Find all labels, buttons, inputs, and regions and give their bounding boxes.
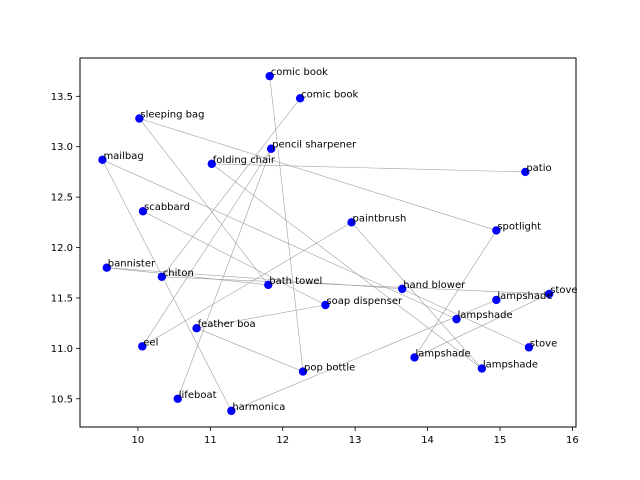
data-point: [102, 263, 111, 272]
data-point: [138, 342, 147, 351]
edge-line: [402, 288, 530, 348]
edge-line: [269, 76, 304, 372]
point-label: soap dispenser: [326, 296, 403, 307]
point-label: lampshade: [483, 360, 538, 371]
data-point: [227, 406, 236, 416]
data-point: [545, 289, 554, 299]
y-tick-label: 10.5: [51, 394, 73, 405]
x-tick-label: 12: [276, 435, 289, 446]
data-point: [207, 159, 216, 169]
point-label: comic book: [271, 67, 328, 78]
point-label: comic book: [301, 89, 358, 100]
edge-line: [161, 276, 550, 295]
y-tick-label: 12.5: [51, 193, 73, 204]
data-point: [398, 284, 407, 294]
data-point: [492, 295, 501, 305]
point-label: spotlight: [497, 221, 541, 232]
data-point: [521, 167, 530, 177]
edge-line: [414, 293, 550, 358]
point-label: lampshade: [416, 348, 471, 359]
data-point: [492, 226, 501, 235]
point-label: eel: [143, 337, 158, 348]
x-tick-label: 10: [132, 435, 145, 446]
data-point: [477, 364, 487, 373]
edge-line: [211, 163, 483, 369]
point-label: bath towel: [269, 276, 322, 287]
x-tick-label: 16: [566, 435, 579, 446]
edge-line: [414, 230, 497, 358]
connection-lines: [102, 76, 550, 412]
point-labels: comic book comic book sleeping bag pencil s…: [103, 67, 577, 413]
edge-line: [139, 118, 269, 286]
data-point: [138, 207, 148, 216]
point-label: sleeping bag: [140, 109, 204, 120]
x-axis: 10 11 12 13 14 15 16: [132, 427, 579, 446]
data-point: [157, 272, 167, 281]
edge-line: [142, 148, 272, 347]
x-tick-label: 15: [494, 435, 507, 446]
y-tick-label: 11.0: [51, 344, 73, 355]
data-point: [410, 353, 419, 362]
point-label: folding chair: [213, 155, 276, 166]
edge-line: [142, 210, 326, 306]
data-point: [298, 367, 308, 376]
point-label: lampshade: [497, 291, 552, 302]
data-point: [347, 218, 356, 227]
point-label: patio: [526, 163, 551, 174]
point-label: hand blower: [403, 280, 466, 291]
point-label: harmonica: [232, 402, 285, 413]
edge-line: [139, 118, 497, 231]
edge-line: [351, 222, 483, 369]
edge-line: [161, 98, 301, 277]
edge-line: [102, 159, 457, 320]
data-points: [98, 71, 554, 416]
point-label: stove: [550, 285, 577, 296]
edge-line: [142, 222, 352, 347]
edge-line: [196, 304, 326, 329]
point-label: stove: [530, 338, 557, 349]
edge-line: [231, 299, 497, 412]
edge-line: [106, 267, 269, 286]
data-point: [173, 394, 182, 403]
data-point: [266, 144, 276, 153]
data-point: [192, 323, 201, 333]
y-axis: 10.5 11.0 11.5 12.0 12.5 13.0 13.5: [51, 92, 80, 405]
point-label: scabbard: [144, 202, 190, 213]
edge-line: [196, 327, 304, 372]
data-point: [321, 300, 330, 310]
point-label: lifeboat: [179, 390, 217, 401]
data-point: [295, 94, 305, 103]
y-tick-label: 13.0: [51, 142, 73, 153]
point-label: pop bottle: [304, 363, 355, 374]
data-point: [452, 314, 461, 324]
y-tick-label: 12.0: [51, 243, 73, 254]
point-label: feather boa: [198, 319, 256, 330]
x-tick-label: 14: [421, 435, 434, 446]
point-label: lampshade: [458, 310, 513, 321]
point-label: chiton: [163, 268, 194, 279]
point-label: pencil sharpener: [272, 140, 357, 151]
point-label: paintbrush: [353, 213, 407, 224]
data-point: [98, 155, 107, 165]
data-point: [264, 280, 273, 290]
point-label: bannister: [108, 259, 156, 270]
edge-line: [102, 159, 232, 412]
data-point: [135, 114, 144, 123]
y-tick-label: 11.5: [51, 293, 73, 304]
edge-line: [177, 148, 272, 399]
plot-area-frame: [79, 57, 577, 428]
edge-line: [211, 163, 526, 173]
point-label: mailbag: [103, 151, 143, 162]
data-point: [524, 343, 534, 352]
x-tick-label: 11: [204, 435, 217, 446]
data-point: [265, 71, 274, 81]
x-tick-label: 13: [349, 435, 362, 446]
y-tick-label: 13.5: [51, 92, 73, 103]
